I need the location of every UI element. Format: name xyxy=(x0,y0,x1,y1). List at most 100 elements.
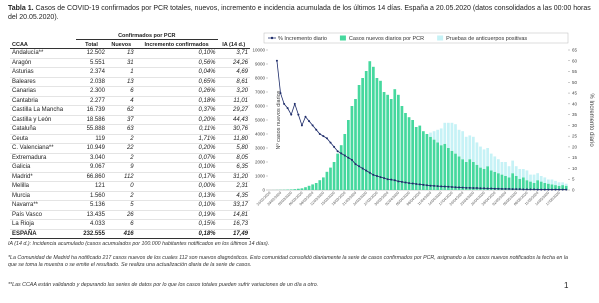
table-cell: 31 xyxy=(106,58,136,68)
line-point xyxy=(315,128,318,131)
table-cell: 22 xyxy=(106,143,136,154)
line-point xyxy=(386,178,389,181)
table-cell: 63 xyxy=(106,124,136,135)
line-point xyxy=(422,183,425,186)
bar xyxy=(432,139,436,190)
table-row: Canarias 2.300 6 0,26% 3,20 xyxy=(10,86,250,97)
bar xyxy=(400,106,404,190)
bar xyxy=(432,131,436,140)
bar xyxy=(339,145,343,190)
line-point xyxy=(311,124,314,127)
table-cell: 0,07% xyxy=(135,153,218,163)
bar xyxy=(522,169,525,178)
line-point xyxy=(440,185,443,188)
column-header: Nuevos xyxy=(106,39,136,49)
line-point xyxy=(350,158,353,161)
table-cell: 66.860 xyxy=(76,172,107,182)
bar xyxy=(350,106,354,190)
table-cell: 232.555 xyxy=(76,228,107,239)
line-point xyxy=(479,187,482,190)
y2-tick-label: 5 xyxy=(572,177,575,182)
table-row: Aragón 5.551 31 0,56% 24,26 xyxy=(10,58,250,68)
y-tick-label: 7000 xyxy=(255,90,266,95)
line-point xyxy=(508,187,511,190)
bar xyxy=(482,149,486,169)
table-row: Castilla La Mancha 16.739 62 0,37% 29,27 xyxy=(10,105,250,116)
line-point xyxy=(365,169,368,172)
column-header: CCAA xyxy=(10,39,77,49)
title-label: Tabla 1. xyxy=(8,5,34,12)
line-point xyxy=(458,186,461,189)
bar xyxy=(486,166,489,190)
line-point xyxy=(340,152,343,155)
bar xyxy=(389,99,393,190)
bar xyxy=(493,156,497,172)
line-point xyxy=(293,102,296,105)
bar xyxy=(461,159,464,190)
line-point xyxy=(515,188,518,191)
table-cell: 0,26% xyxy=(135,86,218,97)
bar xyxy=(311,184,314,190)
line-point xyxy=(325,137,328,140)
bar xyxy=(468,135,472,160)
bar xyxy=(422,131,425,190)
line-point xyxy=(379,176,382,179)
table-cell: 29,27 xyxy=(217,105,250,116)
bar xyxy=(511,160,514,174)
y-tick-label: 0 xyxy=(262,188,265,193)
bar xyxy=(397,94,400,190)
bar xyxy=(564,185,568,190)
bar xyxy=(475,164,479,190)
y2-tick-label: 60 xyxy=(572,58,578,63)
line-point xyxy=(454,186,457,189)
table-row: Cataluña 55.888 63 0,11% 30,76 xyxy=(10,124,250,135)
column-header: Incremento confirmados xyxy=(135,39,218,49)
bar xyxy=(529,181,532,190)
table-cell: 121 xyxy=(76,181,107,192)
y-tick-label: 3000 xyxy=(255,146,266,151)
table-row: Castilla y León 18.586 37 0,20% 44,43 xyxy=(10,115,250,125)
bar xyxy=(411,120,414,190)
table-cell: 13 xyxy=(106,77,136,87)
bar xyxy=(443,122,447,144)
line-point xyxy=(354,163,357,166)
table-cell: 1 xyxy=(106,67,136,78)
line-point xyxy=(436,185,439,188)
bar xyxy=(511,173,514,190)
table-cell: Cantabria xyxy=(10,96,77,106)
y2-tick-label: 65 xyxy=(572,48,578,53)
table-cell: 9 xyxy=(106,162,136,173)
header-row: Confirmados por PCR xyxy=(10,30,250,40)
legend-label: Pruebas de anticuerpos positivas xyxy=(446,36,527,42)
column-header: IA (14 d.) xyxy=(217,39,250,49)
y2-tick-label: 50 xyxy=(572,80,578,85)
bar xyxy=(543,183,547,190)
table-row: Murcia 1.560 2 0,13% 4,35 xyxy=(10,191,250,201)
line-point xyxy=(372,173,375,176)
bar xyxy=(368,61,372,191)
y-tick-label: 4000 xyxy=(255,132,266,137)
table-cell: 6 xyxy=(106,86,136,97)
line-point xyxy=(450,185,453,188)
bar xyxy=(550,184,554,190)
line-point xyxy=(465,186,468,189)
line-point xyxy=(433,184,436,187)
table-cell: 12.502 xyxy=(76,48,107,59)
line-point xyxy=(461,186,464,189)
bar xyxy=(529,174,532,182)
table-cell: 13 xyxy=(106,48,136,59)
table-cell: 0,11% xyxy=(135,124,218,135)
bar xyxy=(525,170,529,181)
table-row: Asturias 2.374 1 0,04% 4,69 xyxy=(10,67,250,78)
table-row: Baleares 2.038 13 0,65% 8,61 xyxy=(10,77,250,87)
table-cell: 2 xyxy=(106,134,136,144)
y-tick-label: 6000 xyxy=(255,104,266,109)
line-point xyxy=(404,181,407,184)
bar xyxy=(500,174,504,190)
bar xyxy=(504,176,507,190)
bar xyxy=(450,122,454,151)
y2-tick-label: 55 xyxy=(572,69,578,74)
line-point xyxy=(290,113,293,116)
table-cell: C. Valenciana** xyxy=(10,143,77,154)
